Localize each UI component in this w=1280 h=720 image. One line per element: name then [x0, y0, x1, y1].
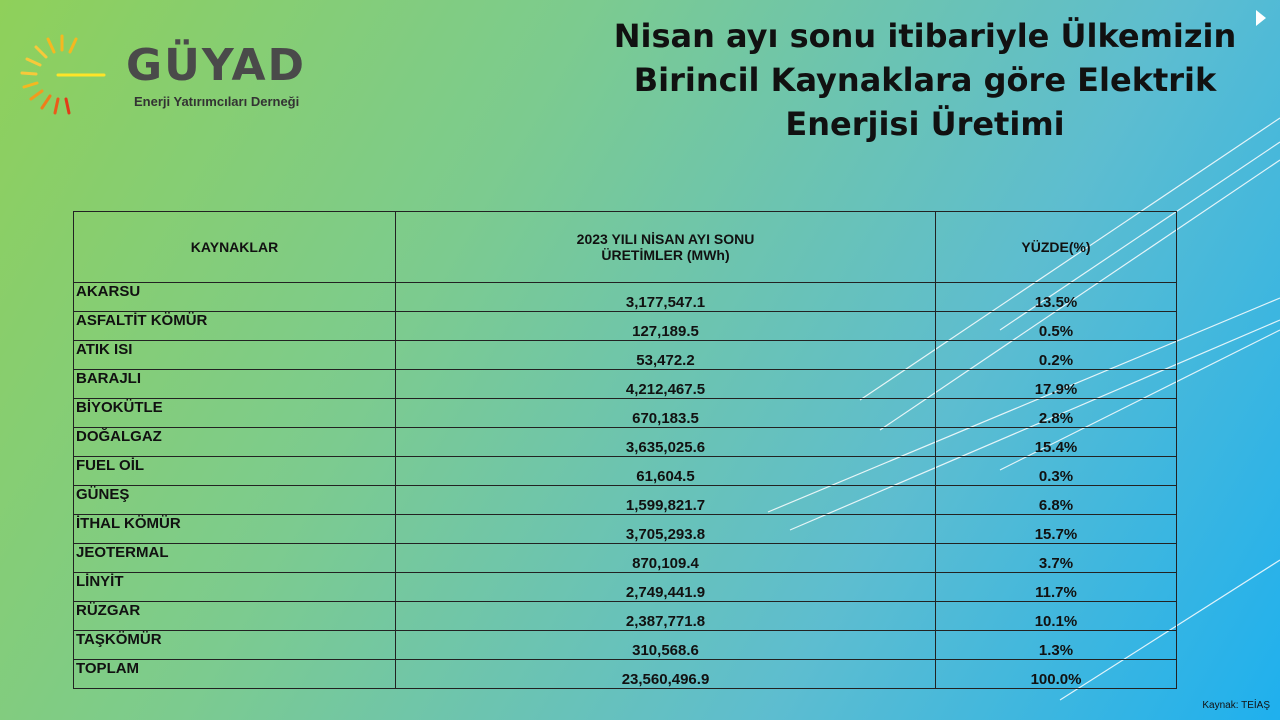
row-production: 127,189.5 — [395, 311, 936, 341]
logo-name: GÜYAD — [126, 40, 307, 91]
table-row: LİNYİT 2,749,441.9 11.7% — [73, 572, 1177, 602]
row-production: 53,472.2 — [395, 340, 936, 370]
table-row: RÜZGAR 2,387,771.8 10.1% — [73, 601, 1177, 631]
title-line: Birincil Kaynaklara göre Elektrik — [633, 61, 1217, 99]
slide-corner-arrow-icon — [1256, 10, 1266, 26]
table-row: ATIK ISI 53,472.2 0.2% — [73, 340, 1177, 370]
table-row: TAŞKÖMÜR 310,568.6 1.3% — [73, 630, 1177, 660]
row-percent: 2.8% — [935, 398, 1177, 428]
table-row: BARAJLI 4,212,467.5 17.9% — [73, 369, 1177, 399]
row-production: 61,604.5 — [395, 456, 936, 486]
row-source: BİYOKÜTLE — [73, 398, 396, 428]
row-source: ATIK ISI — [73, 340, 396, 370]
row-source: AKARSU — [73, 282, 396, 312]
page-title: Nisan ayı sonu itibariyle Ülkemizin Biri… — [600, 14, 1250, 146]
header-production-line: ÜRETİMLER (MWh) — [601, 247, 730, 263]
table-header-row: KAYNAKLAR 2023 YILI NİSAN AYI SONU ÜRETİ… — [73, 211, 1177, 283]
source-note: Kaynak: TEİAŞ — [1202, 700, 1270, 711]
header-production-line: 2023 YILI NİSAN AYI SONU — [576, 231, 755, 247]
table-row: BİYOKÜTLE 670,183.5 2.8% — [73, 398, 1177, 428]
row-production: 3,705,293.8 — [395, 514, 936, 544]
row-production: 310,568.6 — [395, 630, 936, 660]
row-source: TOPLAM — [73, 659, 396, 689]
row-source: RÜZGAR — [73, 601, 396, 631]
header-percent: YÜZDE(%) — [935, 211, 1177, 283]
row-production: 3,177,547.1 — [395, 282, 936, 312]
title-line: Enerjisi Üretimi — [785, 105, 1065, 143]
row-percent: 3.7% — [935, 543, 1177, 573]
table-row: GÜNEŞ 1,599,821.7 6.8% — [73, 485, 1177, 515]
row-percent: 15.4% — [935, 427, 1177, 457]
row-source: JEOTERMAL — [73, 543, 396, 573]
table-row: İTHAL KÖMÜR 3,705,293.8 15.7% — [73, 514, 1177, 544]
row-percent: 10.1% — [935, 601, 1177, 631]
title-line: Nisan ayı sonu itibariyle Ülkemizin — [613, 17, 1237, 55]
row-source: DOĞALGAZ — [73, 427, 396, 457]
row-production: 3,635,025.6 — [395, 427, 936, 457]
row-source: FUEL OİL — [73, 456, 396, 486]
row-percent: 0.5% — [935, 311, 1177, 341]
row-percent: 1.3% — [935, 630, 1177, 660]
guyad-logo: GÜYAD Enerji Yatırımcıları Derneği — [14, 28, 314, 128]
row-percent: 0.3% — [935, 456, 1177, 486]
table-row: FUEL OİL 61,604.5 0.3% — [73, 456, 1177, 486]
row-source: TAŞKÖMÜR — [73, 630, 396, 660]
row-source: ASFALTİT KÖMÜR — [73, 311, 396, 341]
row-percent: 17.9% — [935, 369, 1177, 399]
row-percent: 11.7% — [935, 572, 1177, 602]
table-body: AKARSU 3,177,547.1 13.5% ASFALTİT KÖMÜR 127,… — [73, 282, 1177, 689]
row-production: 23,560,496.9 — [395, 659, 936, 689]
row-percent: 15.7% — [935, 514, 1177, 544]
sun-logo-icon — [20, 34, 106, 115]
header-sources: KAYNAKLAR — [73, 211, 396, 283]
row-percent: 100.0% — [935, 659, 1177, 689]
logo-subtitle: Enerji Yatırımcıları Derneği — [134, 94, 300, 109]
row-percent: 13.5% — [935, 282, 1177, 312]
row-source: İTHAL KÖMÜR — [73, 514, 396, 544]
row-percent: 6.8% — [935, 485, 1177, 515]
header-production: 2023 YILI NİSAN AYI SONU ÜRETİMLER (MWh) — [395, 211, 936, 283]
row-production: 1,599,821.7 — [395, 485, 936, 515]
row-percent: 0.2% — [935, 340, 1177, 370]
table-row: JEOTERMAL 870,109.4 3.7% — [73, 543, 1177, 573]
table-row: AKARSU 3,177,547.1 13.5% — [73, 282, 1177, 312]
row-production: 2,749,441.9 — [395, 572, 936, 602]
row-production: 4,212,467.5 — [395, 369, 936, 399]
energy-production-table: KAYNAKLAR 2023 YILI NİSAN AYI SONU ÜRETİ… — [73, 211, 1177, 689]
row-source: LİNYİT — [73, 572, 396, 602]
table-row: TOPLAM 23,560,496.9 100.0% — [73, 659, 1177, 689]
table-row: DOĞALGAZ 3,635,025.6 15.4% — [73, 427, 1177, 457]
table-row: ASFALTİT KÖMÜR 127,189.5 0.5% — [73, 311, 1177, 341]
row-source: GÜNEŞ — [73, 485, 396, 515]
row-production: 670,183.5 — [395, 398, 936, 428]
row-source: BARAJLI — [73, 369, 396, 399]
row-production: 870,109.4 — [395, 543, 936, 573]
row-production: 2,387,771.8 — [395, 601, 936, 631]
